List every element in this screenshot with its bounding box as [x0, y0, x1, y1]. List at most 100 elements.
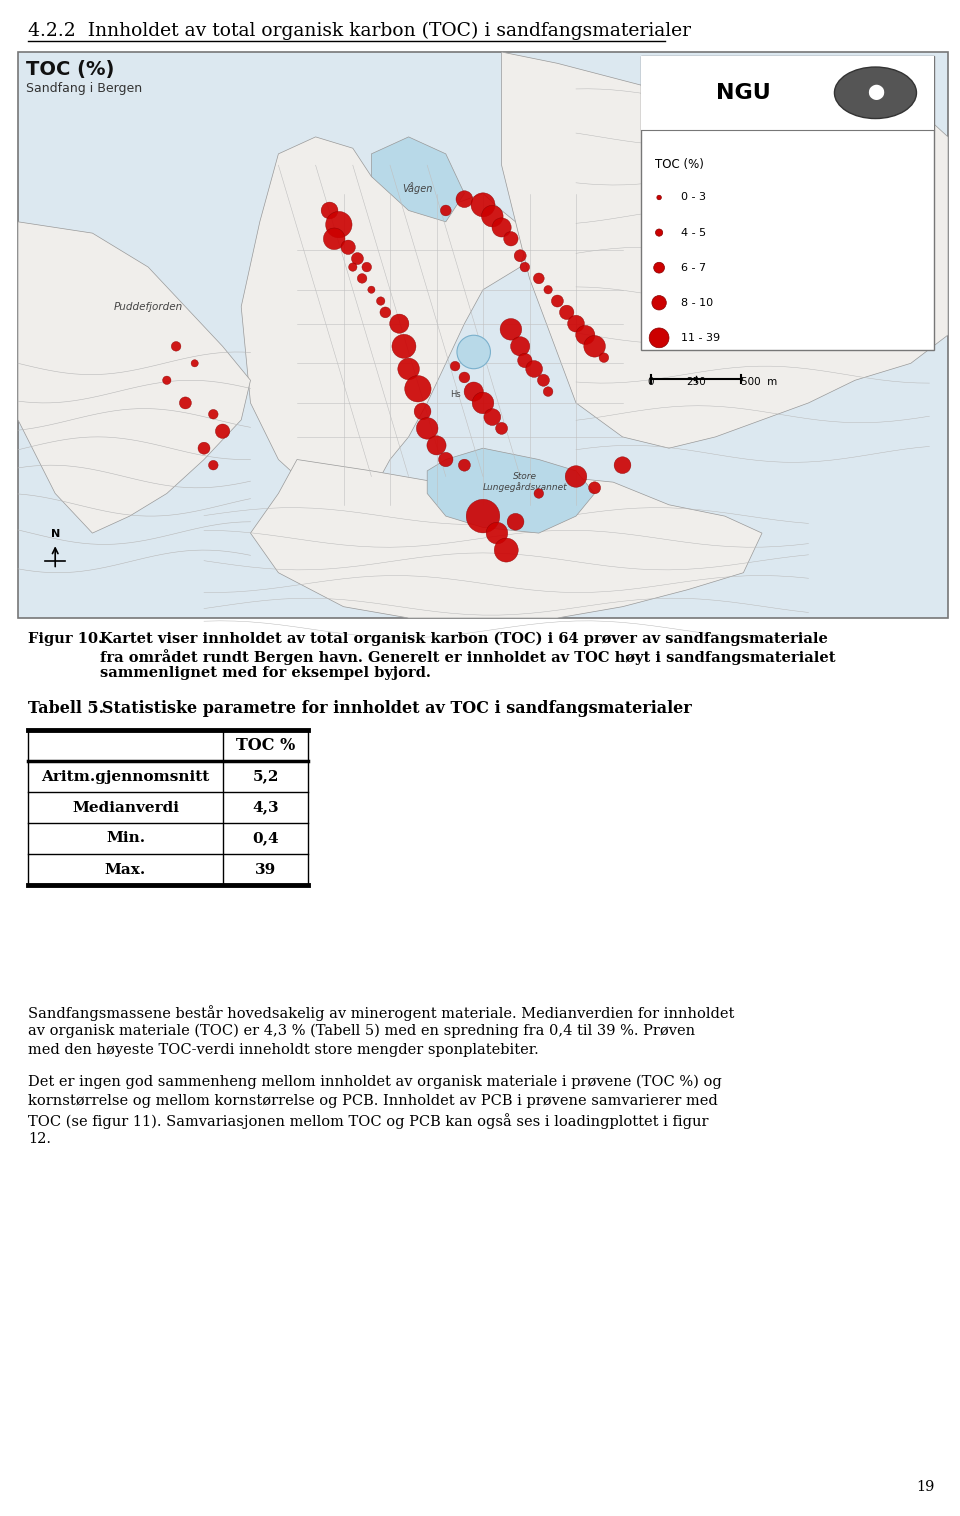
- Circle shape: [584, 335, 606, 358]
- Circle shape: [656, 229, 662, 236]
- Circle shape: [198, 443, 210, 455]
- Circle shape: [543, 387, 553, 396]
- Circle shape: [376, 297, 385, 305]
- Polygon shape: [18, 221, 251, 534]
- Circle shape: [414, 403, 431, 420]
- Text: Statistiske parametre for innholdet av TOC i sandfangsmaterialer: Statistiske parametre for innholdet av T…: [102, 700, 692, 717]
- Text: 19: 19: [917, 1480, 935, 1493]
- Text: Max.: Max.: [105, 863, 146, 876]
- Text: Vågen: Vågen: [402, 182, 433, 194]
- Bar: [641, 56, 934, 350]
- Circle shape: [208, 461, 218, 470]
- Circle shape: [484, 409, 501, 426]
- Circle shape: [551, 296, 564, 308]
- Circle shape: [464, 382, 483, 402]
- Bar: [641, 56, 934, 129]
- Circle shape: [405, 376, 431, 402]
- Polygon shape: [372, 136, 465, 221]
- Circle shape: [450, 361, 460, 371]
- Circle shape: [180, 397, 191, 409]
- Circle shape: [459, 459, 470, 471]
- Circle shape: [567, 315, 585, 332]
- Text: N: N: [51, 529, 60, 540]
- Text: Puddefjorden: Puddefjorden: [113, 302, 182, 312]
- Text: TOC (se figur 11). Samvariasjonen mellom TOC og PCB kan også ses i loadingplotte: TOC (se figur 11). Samvariasjonen mellom…: [28, 1113, 708, 1129]
- Circle shape: [208, 409, 218, 418]
- Polygon shape: [501, 52, 948, 449]
- Circle shape: [599, 353, 609, 362]
- Text: 250: 250: [686, 376, 706, 387]
- Circle shape: [520, 262, 530, 271]
- Circle shape: [657, 196, 661, 200]
- Circle shape: [362, 262, 372, 271]
- Text: 4,3: 4,3: [252, 800, 278, 814]
- Text: 12.: 12.: [28, 1132, 51, 1146]
- Circle shape: [544, 285, 552, 294]
- Text: Sandfangsmassene består hovedsakelig av minerogent materiale. Medianverdien for : Sandfangsmassene består hovedsakelig av …: [28, 1005, 734, 1020]
- Text: Aritm.gjennomsnitt: Aritm.gjennomsnitt: [41, 770, 209, 784]
- Circle shape: [215, 424, 229, 438]
- Text: 500  m: 500 m: [741, 376, 778, 387]
- Circle shape: [649, 327, 669, 347]
- Circle shape: [467, 499, 500, 534]
- Circle shape: [357, 273, 367, 283]
- Text: 0: 0: [648, 376, 655, 387]
- Text: Min.: Min.: [106, 831, 145, 846]
- Ellipse shape: [834, 67, 917, 118]
- Circle shape: [427, 435, 446, 455]
- Circle shape: [417, 417, 438, 440]
- Text: 8 - 10: 8 - 10: [681, 297, 713, 308]
- Circle shape: [511, 337, 530, 356]
- Circle shape: [654, 262, 664, 273]
- Circle shape: [494, 538, 518, 562]
- Circle shape: [162, 376, 171, 385]
- Text: Store
Lungegårdsvannet: Store Lungegårdsvannet: [483, 471, 567, 493]
- Circle shape: [191, 359, 199, 367]
- Text: av organisk materiale (TOC) er 4,3 % (Tabell 5) med en spredning fra 0,4 til 39 : av organisk materiale (TOC) er 4,3 % (Ta…: [28, 1023, 695, 1038]
- Circle shape: [324, 227, 345, 250]
- Text: Tabell 5.: Tabell 5.: [28, 700, 104, 717]
- Circle shape: [322, 202, 338, 218]
- Text: 5,2: 5,2: [252, 770, 278, 784]
- Circle shape: [482, 205, 503, 227]
- Text: 4.2.2  Innholdet av total organisk karbon (TOC) i sandfangsmaterialer: 4.2.2 Innholdet av total organisk karbon…: [28, 23, 691, 41]
- Circle shape: [472, 393, 493, 414]
- Text: med den høyeste TOC-verdi inneholdt store mengder sponplatebiter.: med den høyeste TOC-verdi inneholdt stor…: [28, 1043, 539, 1057]
- Circle shape: [457, 335, 491, 368]
- Circle shape: [351, 253, 364, 265]
- Circle shape: [441, 205, 451, 215]
- Circle shape: [565, 465, 587, 487]
- Circle shape: [495, 423, 508, 435]
- Circle shape: [471, 193, 495, 217]
- Circle shape: [325, 211, 352, 238]
- Circle shape: [439, 452, 453, 467]
- Circle shape: [576, 326, 595, 344]
- Text: 0 - 3: 0 - 3: [681, 193, 707, 203]
- Text: 0,4: 0,4: [252, 831, 278, 846]
- Text: 11 - 39: 11 - 39: [681, 334, 720, 343]
- Text: Figur 10.: Figur 10.: [28, 632, 103, 646]
- Circle shape: [588, 482, 601, 494]
- Circle shape: [392, 335, 416, 358]
- Circle shape: [517, 353, 532, 368]
- Text: TOC %: TOC %: [236, 737, 295, 753]
- Circle shape: [368, 287, 375, 293]
- Text: TOC (%): TOC (%): [655, 158, 704, 171]
- Text: TOC (%): TOC (%): [26, 61, 114, 79]
- Text: 39: 39: [254, 863, 276, 876]
- Circle shape: [534, 273, 544, 283]
- Circle shape: [534, 488, 543, 499]
- Circle shape: [380, 306, 391, 318]
- Text: Sandfang i Bergen: Sandfang i Bergen: [26, 82, 142, 96]
- Circle shape: [614, 456, 631, 473]
- Circle shape: [397, 358, 420, 381]
- Circle shape: [486, 523, 508, 544]
- Circle shape: [560, 305, 574, 320]
- Text: sammenlignet med for eksempel byjord.: sammenlignet med for eksempel byjord.: [100, 666, 431, 681]
- Text: Medianverdi: Medianverdi: [72, 800, 179, 814]
- Circle shape: [507, 514, 524, 531]
- Text: fra området rundt Bergen havn. Generelt er innholdet av TOC høyt i sandfangsmate: fra området rundt Bergen havn. Generelt …: [100, 649, 835, 666]
- Text: 4 - 5: 4 - 5: [681, 227, 707, 238]
- Circle shape: [652, 296, 666, 309]
- Circle shape: [390, 314, 409, 334]
